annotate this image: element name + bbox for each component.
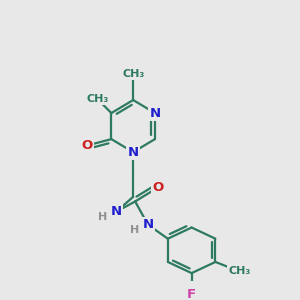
Text: CH₃: CH₃ <box>122 69 144 79</box>
Text: N: N <box>111 205 122 218</box>
Text: N: N <box>142 218 154 231</box>
Text: N: N <box>128 146 139 159</box>
Text: F: F <box>187 288 196 300</box>
Text: H: H <box>98 212 107 222</box>
Text: O: O <box>81 139 92 152</box>
Text: N: N <box>149 106 161 120</box>
Text: H: H <box>130 225 139 235</box>
Text: CH₃: CH₃ <box>86 94 109 104</box>
Text: O: O <box>152 181 164 194</box>
Text: CH₃: CH₃ <box>228 266 250 276</box>
